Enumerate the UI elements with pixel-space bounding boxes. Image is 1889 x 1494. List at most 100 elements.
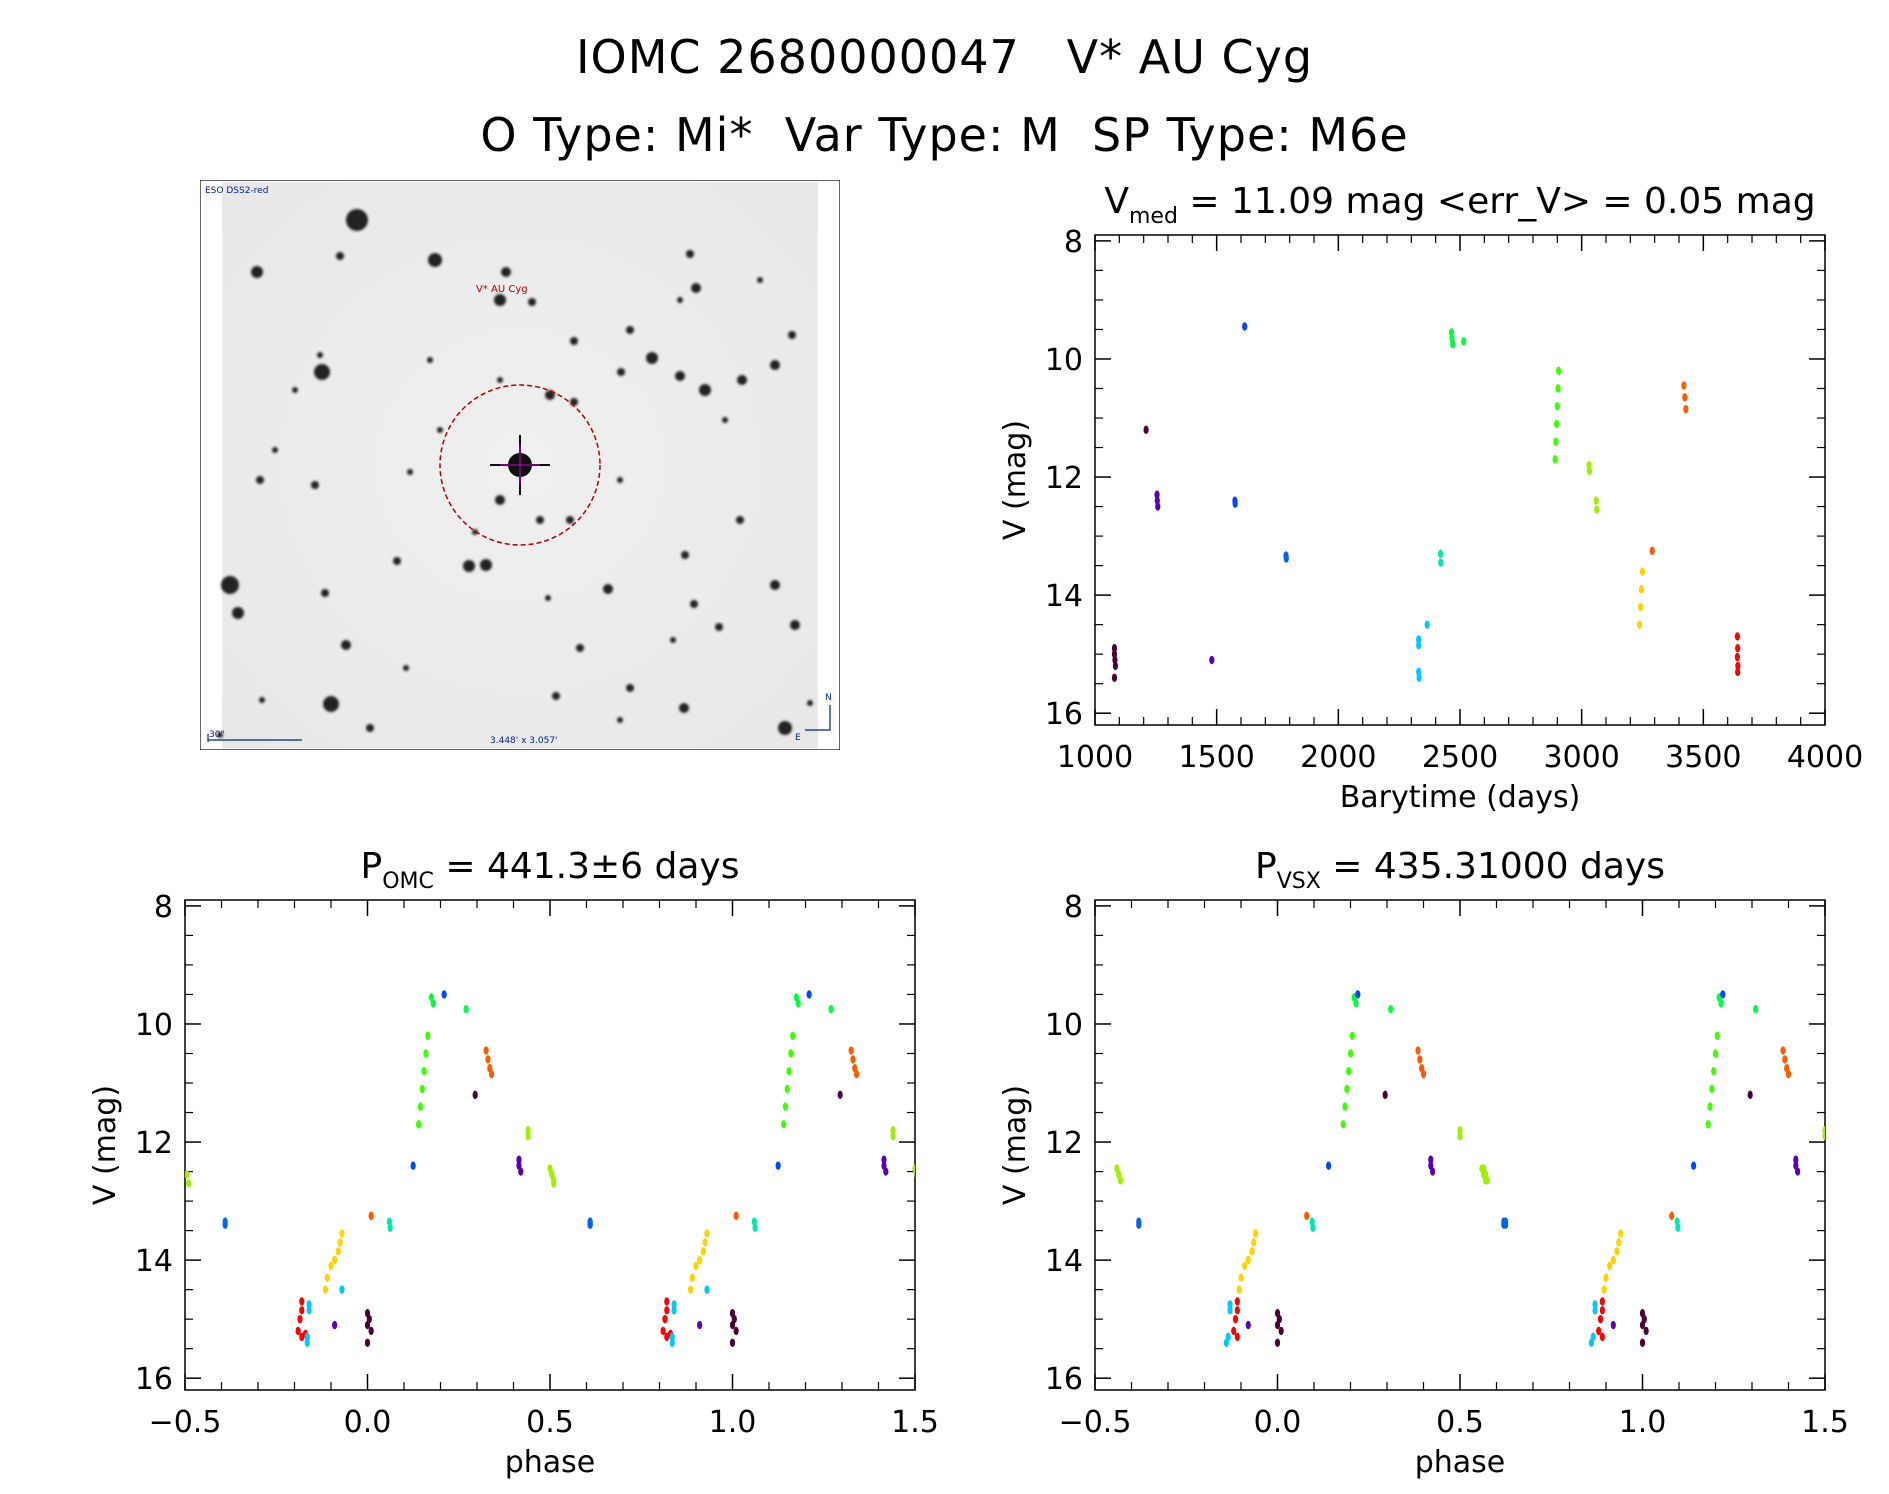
data-point — [1415, 1046, 1421, 1055]
data-point — [1614, 1247, 1620, 1256]
data-point — [1709, 1084, 1715, 1094]
data-point — [1438, 558, 1444, 567]
data-point — [890, 1126, 896, 1135]
x-tick-label: 1000 — [1057, 740, 1133, 775]
data-point — [1416, 673, 1422, 682]
x-axis-label: phase — [1415, 1445, 1506, 1480]
y-axis-label: V (mag) — [998, 420, 1033, 540]
data-point — [1599, 1306, 1605, 1315]
data-point — [186, 1179, 192, 1188]
field-star — [570, 337, 578, 345]
y-tick-label: 10 — [1045, 1008, 1083, 1043]
data-point — [1735, 667, 1741, 677]
phase-omc-plot: POMC = 441.3±6 days −0.5 0.0 0.5 1.0 1.5 8 10 12… — [88, 846, 939, 1480]
data-point — [1278, 1326, 1284, 1336]
data-point — [775, 1161, 781, 1170]
data-point — [669, 1338, 675, 1347]
target-label: V* AU Cyg — [476, 284, 528, 295]
y-tick-label: 8 — [154, 890, 173, 925]
field-star — [323, 696, 339, 712]
data-point — [782, 1102, 789, 1111]
data-point — [1682, 393, 1688, 402]
data-point — [1637, 602, 1644, 612]
data-point — [704, 1285, 710, 1294]
field-star — [495, 495, 505, 505]
data-point — [1618, 1229, 1624, 1238]
y-tick-label: 10 — [1045, 343, 1083, 378]
data-point — [697, 1320, 703, 1330]
field-star — [311, 481, 319, 489]
data-point — [368, 1326, 374, 1336]
y-tick-label: 14 — [1045, 1244, 1083, 1279]
field-star — [617, 477, 623, 483]
field-star — [576, 644, 584, 652]
data-point — [1593, 496, 1599, 505]
data-point — [733, 1326, 739, 1336]
sky-thumbnail: ESO DSS2-red V* AU Cyg 30" 3.448' x 3.05… — [200, 180, 840, 750]
x-tick-label: 1.0 — [1619, 1405, 1667, 1440]
field-star — [788, 331, 796, 339]
x-tick-label: 0.5 — [1436, 1405, 1484, 1440]
data-point — [1437, 549, 1444, 558]
data-point — [518, 1167, 524, 1176]
field-star — [407, 469, 413, 475]
data-point — [1283, 554, 1289, 563]
data-point — [848, 1046, 854, 1055]
data-point — [1705, 1120, 1711, 1129]
field-star — [292, 387, 298, 393]
data-point — [1822, 1131, 1825, 1141]
field-star — [272, 447, 278, 453]
data-point — [1231, 1326, 1237, 1336]
y-tick-label: 16 — [1045, 1362, 1083, 1397]
data-point — [1683, 404, 1689, 414]
data-point — [1603, 1273, 1609, 1283]
x-tick-label: 3000 — [1543, 740, 1619, 775]
plot-frame — [1094, 899, 1826, 1391]
field-star — [722, 417, 728, 423]
data-point — [1112, 661, 1119, 671]
plot-title-main: P — [361, 846, 383, 887]
data-point — [1342, 1102, 1348, 1111]
data-point — [1669, 1211, 1675, 1221]
data-point — [1420, 1069, 1427, 1079]
field-star — [646, 352, 658, 364]
fov-label: 3.448' x 3.057' — [490, 736, 558, 746]
y-tick-label: 12 — [1045, 461, 1083, 496]
data-point — [1643, 1326, 1649, 1336]
field-star — [690, 600, 698, 608]
data-point — [1253, 1229, 1259, 1238]
plot-title-sub: med — [1129, 204, 1178, 229]
field-star — [480, 559, 492, 571]
x-tick-label: 0.0 — [344, 1405, 392, 1440]
data-point — [729, 1320, 736, 1330]
field-star — [790, 620, 800, 630]
data-point — [1649, 546, 1655, 556]
y-tick-label: 8 — [1064, 890, 1083, 925]
data-point — [587, 1220, 593, 1229]
data-point — [916, 1176, 921, 1184]
field-star — [770, 360, 780, 370]
x-tick-label: 0.5 — [526, 1405, 574, 1440]
data-point — [551, 1176, 557, 1185]
data-point — [1242, 1261, 1248, 1271]
data-point — [1310, 1223, 1316, 1232]
data-point — [1424, 620, 1430, 629]
field-star — [691, 283, 701, 293]
data-point — [664, 1332, 670, 1342]
plot-title-main: P — [1255, 846, 1277, 887]
data-point — [729, 1338, 736, 1347]
field-star — [314, 364, 330, 380]
data-point — [912, 1164, 915, 1173]
data-point — [1274, 1338, 1281, 1347]
data-point — [687, 1285, 694, 1294]
data-point — [1143, 425, 1149, 435]
data-point — [1553, 437, 1559, 446]
data-point — [516, 1155, 522, 1164]
data-point — [1234, 1306, 1240, 1315]
data-point — [483, 1046, 489, 1055]
field-star — [626, 326, 634, 334]
data-point — [1236, 1285, 1242, 1294]
plot-frame — [1094, 234, 1826, 726]
field-star — [552, 692, 560, 700]
data-points — [185, 990, 921, 1347]
